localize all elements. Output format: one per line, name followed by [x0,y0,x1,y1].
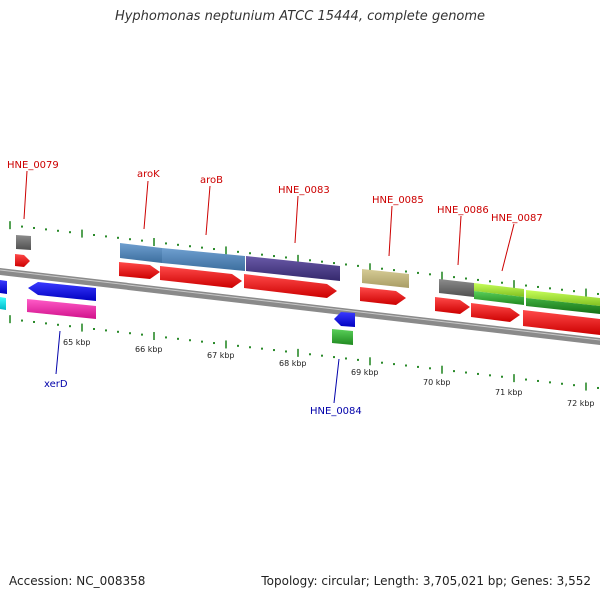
label-hne0087[interactable]: HNE_0087 [491,213,543,224]
topology-summary: Topology: circular; Length: 3,705,021 bp… [261,574,591,588]
feature-next-gene[interactable] [526,290,600,306]
kbp-label-69: 69 kbp [351,368,379,377]
scale-ticks [9,221,599,391]
cds-arok[interactable] [119,262,160,279]
cds-arob[interactable] [160,266,242,288]
genome-title: Hyphomonas neptunium ATCC 15444, complet… [114,9,486,24]
cds-hne0084[interactable] [334,312,355,327]
feature-left-cyan[interactable] [0,297,6,310]
kbp-label-66: 66 kbp [135,345,163,354]
label-xerd[interactable]: xerD [44,379,68,390]
feature-left-blue[interactable] [0,280,7,294]
backbone-highlight [0,269,600,341]
kbp-label-67: 67 kbp [207,351,235,360]
feature-hne0083-gene[interactable] [246,256,340,281]
label-hne0084[interactable]: HNE_0084 [310,406,362,417]
feature-arob-gene[interactable] [162,248,245,271]
feature-next-gene-lower[interactable] [526,298,600,314]
feature-hne0079-gene[interactable] [16,235,31,250]
feature-hne0087-gene[interactable] [474,283,524,297]
feature-hne0084-gene[interactable] [332,329,353,345]
cds-hne0086[interactable] [435,297,470,314]
kbp-labels: 65 kbp 66 kbp 67 kbp 68 kbp 69 kbp 70 kb… [63,338,595,408]
feature-arok-gene[interactable] [120,243,162,263]
label-leaders [23,170,515,404]
cds-xerd[interactable] [28,282,96,301]
cds-hne0083[interactable] [244,274,337,298]
cds-hne0085[interactable] [360,287,406,305]
label-hne0079[interactable]: HNE_0079 [7,160,59,171]
accession-text: Accession: NC_008358 [9,574,146,588]
cds-next[interactable] [523,310,600,335]
cds-hne0079[interactable] [15,254,30,267]
feature-xerd-gene[interactable] [27,299,96,319]
kbp-label-72: 72 kbp [567,399,595,408]
feature-hne0086-gene[interactable] [439,279,474,297]
feature-hne0087-gene-lower[interactable] [474,291,524,305]
gene-labels: HNE_0079 aroK aroB HNE_0083 HNE_0085 HNE… [7,160,543,417]
label-arob[interactable]: aroB [200,175,223,186]
label-arok[interactable]: aroK [137,169,160,180]
label-hne0085[interactable]: HNE_0085 [372,195,424,206]
label-hne0086[interactable]: HNE_0086 [437,205,489,216]
kbp-label-70: 70 kbp [423,378,451,387]
feature-hne0085-gene[interactable] [362,269,409,288]
kbp-label-65: 65 kbp [63,338,91,347]
kbp-label-71: 71 kbp [495,388,523,397]
kbp-label-68: 68 kbp [279,359,307,368]
label-hne0083[interactable]: HNE_0083 [278,185,330,196]
cds-hne0087[interactable] [471,303,520,322]
